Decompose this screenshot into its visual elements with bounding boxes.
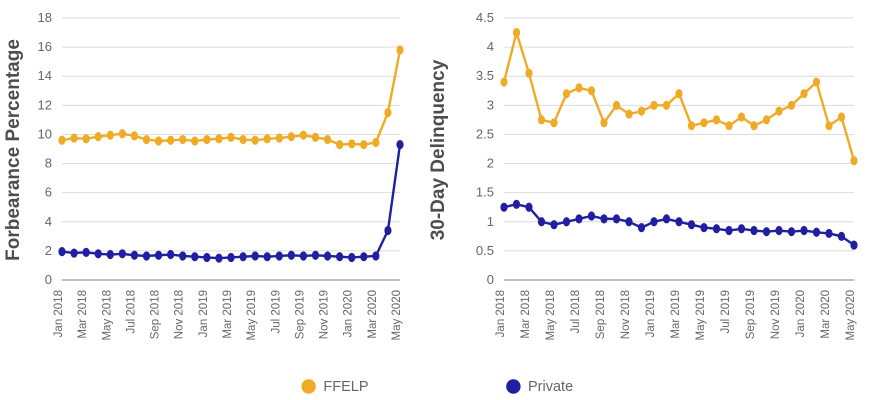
svg-text:Nov 2019: Nov 2019: [770, 290, 782, 339]
svg-text:Sep 2019: Sep 2019: [294, 290, 306, 339]
svg-text:May 2020: May 2020: [845, 290, 857, 341]
svg-text:Jan 2019: Jan 2019: [198, 290, 210, 337]
svg-text:0.5: 0.5: [476, 243, 494, 258]
svg-text:4: 4: [45, 214, 52, 229]
svg-text:May 2018: May 2018: [101, 290, 113, 341]
svg-text:Jul 2019: Jul 2019: [720, 290, 732, 333]
svg-text:Mar 2020: Mar 2020: [820, 290, 832, 339]
svg-text:Jan 2018: Jan 2018: [53, 290, 65, 337]
svg-text:Jul 2018: Jul 2018: [570, 290, 582, 333]
svg-text:May 2020: May 2020: [391, 290, 403, 341]
svg-text:Mar 2018: Mar 2018: [77, 290, 89, 339]
svg-text:8: 8: [45, 156, 52, 171]
svg-text:Mar 2018: Mar 2018: [520, 290, 532, 339]
svg-text:Nov 2019: Nov 2019: [319, 290, 331, 339]
svg-text:14: 14: [38, 68, 52, 83]
svg-text:2: 2: [45, 243, 52, 258]
svg-text:Sep 2018: Sep 2018: [150, 290, 162, 339]
svg-text:Jul 2018: Jul 2018: [125, 290, 137, 333]
svg-text:May 2019: May 2019: [695, 290, 707, 341]
svg-text:May 2018: May 2018: [545, 290, 557, 341]
svg-text:May 2019: May 2019: [246, 290, 258, 341]
svg-text:3.5: 3.5: [476, 68, 494, 83]
svg-text:Sep 2019: Sep 2019: [745, 290, 757, 339]
svg-text:3: 3: [487, 97, 494, 112]
svg-text:Jan 2020: Jan 2020: [795, 290, 807, 337]
svg-text:FFELP: FFELP: [323, 379, 368, 395]
svg-text:1: 1: [487, 214, 494, 229]
svg-text:Jan 2018: Jan 2018: [495, 290, 507, 337]
svg-text:Jan 2019: Jan 2019: [645, 290, 657, 337]
svg-text:Mar 2020: Mar 2020: [367, 290, 379, 339]
svg-text:1.5: 1.5: [476, 185, 494, 200]
svg-text:0: 0: [487, 272, 494, 287]
svg-text:6: 6: [45, 185, 52, 200]
svg-text:2: 2: [487, 156, 494, 171]
svg-text:30-Day Delinquency: 30-Day Delinquency: [428, 59, 449, 240]
svg-text:Nov 2018: Nov 2018: [174, 290, 186, 339]
svg-text:2.5: 2.5: [476, 126, 494, 141]
svg-text:16: 16: [38, 39, 52, 54]
svg-text:12: 12: [38, 97, 52, 112]
svg-text:4: 4: [487, 39, 494, 54]
svg-text:Forbearance Percentage: Forbearance Percentage: [3, 39, 24, 261]
svg-text:Nov 2018: Nov 2018: [620, 290, 632, 339]
svg-text:Jul 2019: Jul 2019: [270, 290, 282, 333]
svg-text:0: 0: [45, 272, 52, 287]
svg-text:10: 10: [38, 126, 52, 141]
svg-text:Sep 2018: Sep 2018: [595, 290, 607, 339]
svg-text:18: 18: [38, 10, 52, 25]
svg-text:4.5: 4.5: [476, 10, 494, 25]
svg-text:Private: Private: [528, 379, 573, 395]
svg-text:Mar 2019: Mar 2019: [670, 290, 682, 339]
svg-text:Jan 2020: Jan 2020: [343, 290, 355, 337]
svg-text:Mar 2019: Mar 2019: [222, 290, 234, 339]
